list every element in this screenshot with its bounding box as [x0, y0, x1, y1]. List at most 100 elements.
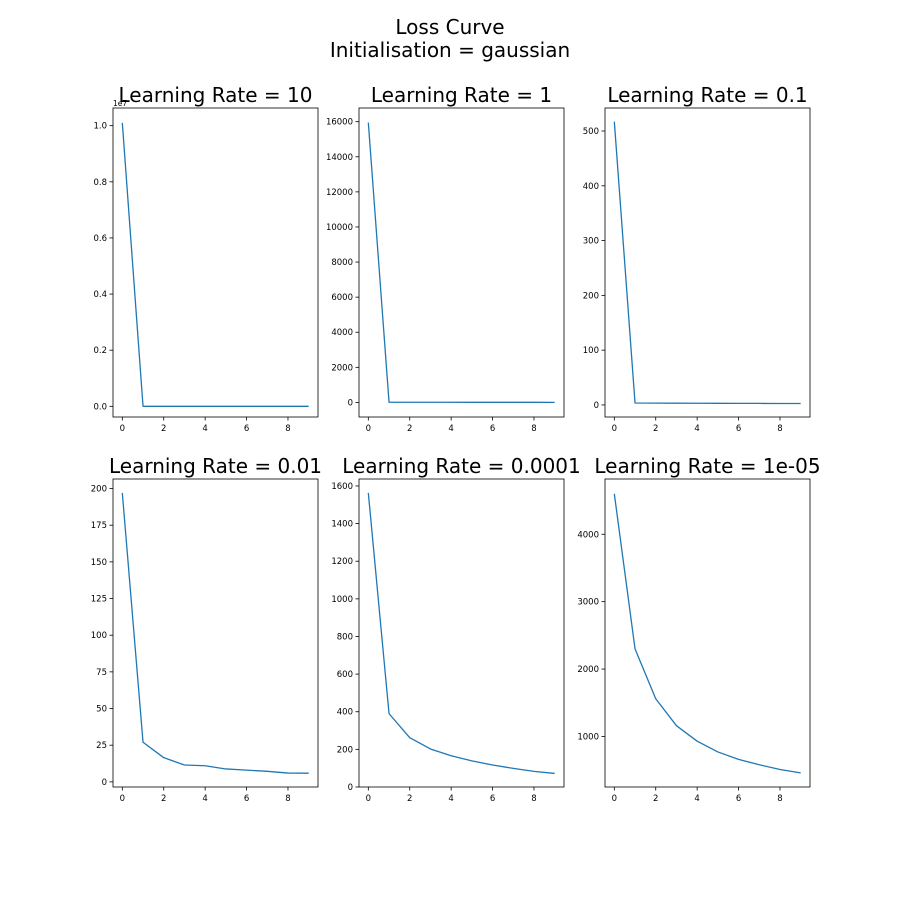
x-tick-label: 6: [244, 424, 249, 434]
y-tick-label: 0: [102, 778, 107, 788]
x-tick-label: 2: [161, 424, 166, 434]
subplot-grid: Learning Rate = 100.00.20.40.60.81.00 2 4 6…: [91, 83, 821, 804]
x-tick-label: 2: [161, 794, 166, 804]
y-tick-label: 1200: [331, 557, 353, 567]
x-tick-label: 2: [407, 424, 412, 434]
y-tick-label: 800: [337, 632, 353, 642]
x-tick-label: 0: [366, 424, 371, 434]
y-tick-label: 75: [96, 668, 107, 678]
subplot-title: Learning Rate = 0.0001: [342, 454, 581, 478]
y-tick-label: 300: [583, 237, 599, 247]
x-tick-label: 4: [448, 424, 453, 434]
y-tick-label: 1600: [331, 482, 353, 492]
y-tick-label: 1000: [577, 732, 599, 742]
x-tick-label: 8: [777, 794, 782, 804]
y-tick-label: 125: [91, 595, 107, 605]
loss-series-line: [121, 122, 309, 407]
x-tick-label: 0: [120, 424, 125, 434]
y-tick-label: 4000: [331, 328, 353, 338]
y-tick-label: 0: [348, 398, 353, 408]
y-tick-label: 0: [348, 783, 353, 793]
x-tick-label: 4: [694, 794, 699, 804]
x-tick-label: 4: [694, 424, 699, 434]
axes-frame: [604, 107, 811, 418]
y-tick-label: 0.4: [93, 290, 107, 300]
y-tick-label: 1400: [331, 520, 353, 530]
y-tick-label: 0.0: [93, 402, 107, 412]
subplot-1: Learning Rate = 10 0.0 0.2 0.4 0.6 0.8 1.0 0 2 4 6…: [93, 83, 319, 434]
x-tick-label: 8: [285, 794, 290, 804]
y-tick-label: 12000: [326, 188, 353, 198]
y-tick-label: 600: [337, 670, 353, 680]
subplot-title: Learning Rate = 0.01: [109, 454, 322, 478]
y-tick-label: 500: [583, 127, 599, 137]
y-tick-label: 2000: [577, 665, 599, 675]
y-tick-label: 0.2: [93, 346, 107, 356]
y-tick-label: 6000: [331, 293, 353, 303]
y-tick-label: 100: [91, 631, 107, 641]
axes-frame: [604, 478, 811, 788]
x-tick-label: 2: [407, 794, 412, 804]
y-tick-label: 14000: [326, 153, 353, 163]
y-tick-label: 4000: [577, 530, 599, 540]
x-tick-label: 6: [736, 424, 741, 434]
subplot-title: Learning Rate = 1e-05: [594, 454, 820, 478]
x-tick-label: 8: [531, 794, 536, 804]
axes-frame: [112, 107, 319, 418]
x-tick-label: 0: [612, 424, 617, 434]
loss-series-line: [613, 493, 801, 774]
x-tick-label: 6: [244, 794, 249, 804]
y-tick-label: 200: [91, 485, 107, 495]
loss-series-line: [367, 122, 555, 404]
subplot-2: Learning Rate = 1 0 2000 4000 6000 8000 10000 1…: [326, 83, 565, 434]
y-tick-label: 0.6: [93, 234, 107, 244]
x-tick-label: 0: [366, 794, 371, 804]
y-tick-label: 0.8: [93, 178, 107, 188]
figure-title-line2: Initialisation = gaussian: [330, 38, 570, 62]
x-tick-label: 8: [531, 424, 536, 434]
x-tick-label: 0: [120, 794, 125, 804]
axes-frame: [358, 478, 565, 788]
y-tick-label: 1.0: [93, 122, 107, 132]
x-tick-label: 4: [202, 794, 207, 804]
x-tick-label: 6: [490, 424, 495, 434]
y-tick-label: 10000: [326, 223, 353, 233]
y-tick-label: 1000: [331, 595, 353, 605]
subplot-4: Learning Rate = 0.01 0 25 50 75 100 125 150 175 2…: [91, 454, 322, 804]
y-tick-label: 25: [96, 741, 107, 751]
y-tick-label: 100: [583, 346, 599, 356]
subplot-title: Learning Rate = 1: [371, 83, 552, 107]
y-tick-label: 8000: [331, 258, 353, 268]
axes-frame: [112, 478, 319, 788]
loss-series-line: [613, 121, 801, 405]
y-tick-label: 200: [337, 745, 353, 755]
figure-title-line1: Loss Curve: [395, 15, 504, 39]
x-tick-label: 2: [653, 794, 658, 804]
y-tick-label: 150: [91, 558, 107, 568]
y-tick-label: 175: [91, 521, 107, 531]
x-tick-label: 8: [285, 424, 290, 434]
y-tick-label: 3000: [577, 598, 599, 608]
x-tick-label: 2: [653, 424, 658, 434]
x-tick-label: 6: [736, 794, 741, 804]
y-tick-label: 2000: [331, 363, 353, 373]
x-tick-label: 4: [448, 794, 453, 804]
subplot-title: Learning Rate = 10: [119, 83, 313, 107]
axes-frame: [358, 107, 565, 418]
subplot-3: Learning Rate = 0.1 0 100 200 300 400 500 0 2 4 6 8: [583, 83, 811, 434]
y-tick-label: 50: [96, 705, 107, 715]
x-tick-label: 0: [612, 794, 617, 804]
y-tick-label: 400: [583, 182, 599, 192]
y-tick-label: 400: [337, 708, 353, 718]
subplot-6: Learning Rate = 1e-05 1000 2000 3000 4000 0 2 4…: [577, 454, 820, 804]
loss-series-line: [367, 492, 555, 775]
y-tick-label: 16000: [326, 118, 353, 128]
subplot-title: Learning Rate = 0.1: [607, 83, 807, 107]
y-offset-label: 1e7: [113, 99, 127, 108]
subplot-5: Learning Rate = 0.0001 0 200 400 600 800 1000 1…: [331, 454, 580, 804]
y-tick-label: 200: [583, 291, 599, 301]
x-tick-label: 8: [777, 424, 782, 434]
y-tick-label: 0: [594, 401, 599, 411]
loss-series-line: [121, 492, 309, 774]
